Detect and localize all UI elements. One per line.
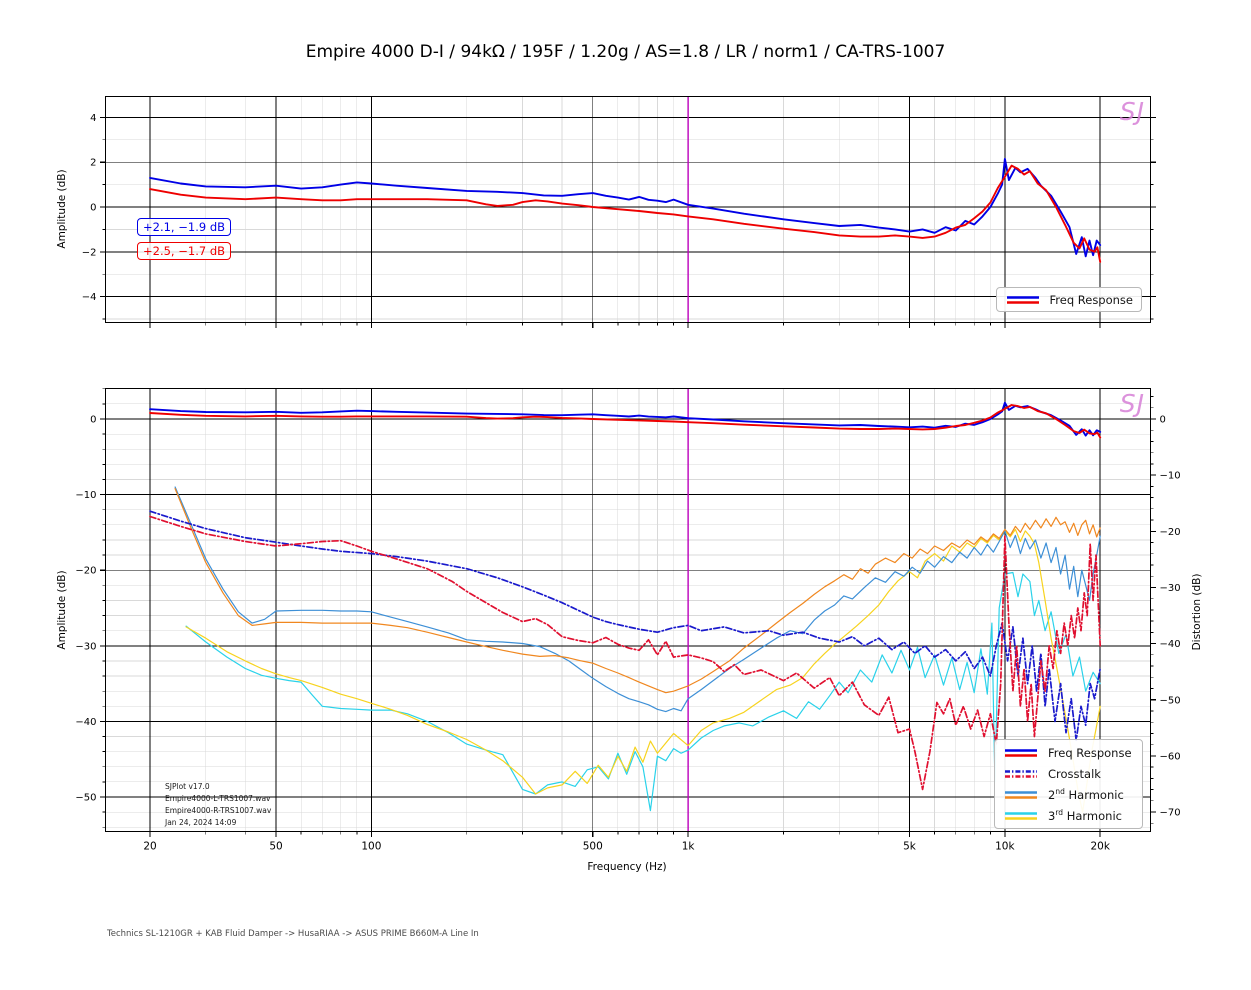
legend-item-label: Crosstalk (1048, 766, 1101, 781)
info-line-file-right: Empire4000-R-TRS1007.wav (165, 806, 272, 815)
x-tick-label: 20k (1090, 841, 1110, 853)
plot-info-block: SJPlot v17.0 Empire4000-L-TRS1007.wav Em… (165, 781, 271, 829)
watermark-sj-top: SJ (1119, 97, 1145, 126)
y-tick-label-right: −30 (1160, 583, 1181, 594)
y-tick-label-right: −70 (1160, 808, 1181, 819)
legend-item-label: 2nd Harmonic (1048, 786, 1124, 802)
y-tick-label: −20 (75, 566, 96, 577)
x-tick-label: 10k (995, 841, 1015, 853)
x-tick-label: 100 (361, 841, 381, 853)
x-tick-label: 50 (269, 841, 282, 853)
plot-frame (104, 95, 1152, 324)
annotation-blue-range: +2.1, −1.9 dB (137, 218, 232, 236)
x-tick-label: 500 (583, 841, 603, 853)
x-axis-label: Frequency (Hz) (587, 861, 667, 873)
series-h2_l-line (174, 486, 1101, 713)
series-xt_r-line (149, 515, 1102, 791)
y-tick-label: −10 (75, 490, 96, 501)
series-fr_l-line (149, 157, 1102, 258)
legend-distortion: Freq Response Crosstalk 2nd Harmonic 3rd Ha… (994, 739, 1143, 829)
chart2-ylabel-right: Distortion (dB) (1191, 573, 1203, 651)
legend-item-label: 3rd Harmonic (1048, 807, 1122, 823)
legend-item-freq-response: Freq Response (1005, 290, 1133, 309)
y-tick-label-right: −20 (1160, 527, 1181, 538)
y-tick-label-right: −60 (1160, 751, 1181, 762)
chart2-ylabel-left: Amplitude (dB) (56, 570, 68, 650)
series-fr_r-line (149, 404, 1102, 439)
chart1-ylabel: Amplitude (dB) (56, 169, 68, 249)
y-tick-label-right: 0 (1160, 415, 1166, 426)
y-tick-label: −40 (75, 717, 96, 728)
legend-line-sample (1005, 769, 1037, 778)
y-tick-label: −4 (82, 292, 97, 303)
y-tick-label: 0 (90, 415, 96, 426)
info-line-file-left: Empire4000-L-TRS1007.wav (165, 794, 271, 803)
legend-item-label: Freq Response (1049, 292, 1133, 307)
y-tick-label: 0 (90, 203, 96, 214)
watermark-sj-bottom: SJ (1119, 389, 1145, 418)
series-h2_r-line (174, 488, 1101, 694)
y-tick-label: 4 (90, 113, 96, 124)
legend-item-freq-response: Freq Response (1003, 742, 1134, 763)
y-tick-label: −2 (82, 247, 97, 258)
legend-item-crosstalk: Crosstalk (1003, 763, 1134, 784)
y-tick-label: −30 (75, 641, 96, 652)
legend-freq-response: Freq Response (996, 287, 1142, 312)
legend-item-2-harmonic: 2nd Harmonic (1003, 784, 1134, 805)
series-h3_l-line (185, 571, 1101, 812)
y-tick-label-right: −10 (1160, 471, 1181, 482)
legend-line-sample (1005, 790, 1037, 799)
figure-title: Empire 4000 D-I / 94kΩ / 195F / 1.20g / … (305, 42, 946, 62)
x-tick-label: 5k (903, 841, 917, 853)
legend-item-label: Freq Response (1048, 745, 1132, 760)
legend-item-3-harmonic: 3rd Harmonic (1003, 805, 1134, 826)
signal-chain-caption: Technics SL-1210GR + KAB Fluid Damper ->… (107, 929, 479, 939)
info-line-date: Jan 24, 2024 14:09 (165, 818, 237, 827)
legend-line-sample (1005, 748, 1037, 757)
y-tick-label: −50 (75, 793, 96, 804)
legend-line-sample (1005, 811, 1037, 820)
series-xt_l-line (149, 510, 1102, 742)
info-line-version: SJPlot v17.0 (165, 782, 210, 791)
x-tick-label: 1k (682, 841, 696, 853)
y-tick-label-right: −50 (1160, 695, 1181, 706)
y-tick-label: 2 (90, 158, 96, 169)
y-tick-label-right: −40 (1160, 639, 1181, 650)
legend-line-sample (1007, 295, 1039, 304)
x-tick-label: 20 (143, 841, 156, 853)
series-fr_r-line (149, 164, 1102, 263)
annotation-red-range: +2.5, −1.7 dB (137, 242, 232, 260)
